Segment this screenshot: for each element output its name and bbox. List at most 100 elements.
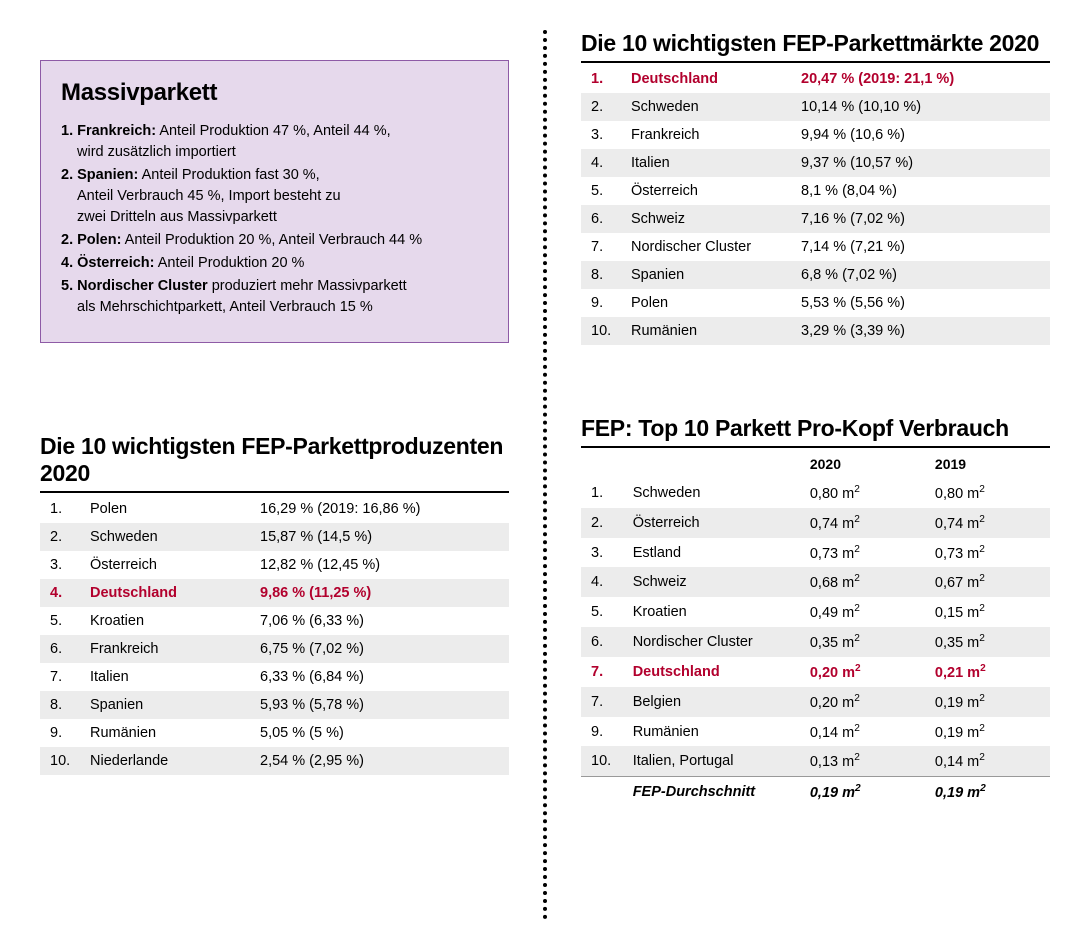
footer-2019: 0,19 m2 <box>925 777 1050 807</box>
rank-cell: 10. <box>581 746 623 776</box>
value-cell: 16,29 % (2019: 16,86 %) <box>250 495 509 523</box>
value-2019-cell: 0,21 m2 <box>925 657 1050 687</box>
massivparkett-item: 5. Nordischer Cluster produziert mehr Ma… <box>61 276 488 318</box>
table-row: 4.Schweiz0,68 m20,67 m2 <box>581 567 1050 597</box>
value-2019-cell: 0,14 m2 <box>925 746 1050 776</box>
value-2020-cell: 0,80 m2 <box>800 478 925 508</box>
value-2020-cell: 0,49 m2 <box>800 597 925 627</box>
value-2019-cell: 0,67 m2 <box>925 567 1050 597</box>
value-2019-cell: 0,80 m2 <box>925 478 1050 508</box>
header-blank <box>581 450 623 478</box>
rank-cell: 2. <box>581 508 623 538</box>
value-cell: 20,47 % (2019: 21,1 %) <box>791 65 1050 93</box>
country-cell: Deutschland <box>623 657 800 687</box>
table-footer-row: FEP-Durchschnitt0,19 m20,19 m2 <box>581 777 1050 807</box>
rank-cell: 3. <box>581 538 623 568</box>
country-cell: Schweden <box>80 523 250 551</box>
country-cell: Italien, Portugal <box>623 746 800 776</box>
value-cell: 2,54 % (2,95 %) <box>250 747 509 775</box>
per-capita-table: 202020191.Schweden0,80 m20,80 m22.Österr… <box>581 450 1050 807</box>
table-row: 3.Estland0,73 m20,73 m2 <box>581 538 1050 568</box>
header-2019: 2019 <box>925 450 1050 478</box>
massivparkett-list: 1. Frankreich: Anteil Produktion 47 %, A… <box>61 121 488 318</box>
markets-title: Die 10 wichtigsten FEP-Parkettmärkte 202… <box>581 30 1050 63</box>
value-2019-cell: 0,19 m2 <box>925 687 1050 717</box>
table-row: 5.Österreich8,1 % (8,04 %) <box>581 177 1050 205</box>
table-row: 9.Rumänien0,14 m20,19 m2 <box>581 717 1050 747</box>
value-cell: 5,05 % (5 %) <box>250 719 509 747</box>
left-column: Massivparkett 1. Frankreich: Anteil Prod… <box>40 30 521 920</box>
table-row: 7.Nordischer Cluster7,14 % (7,21 %) <box>581 233 1050 261</box>
massivparkett-item: 1. Frankreich: Anteil Produktion 47 %, A… <box>61 121 488 163</box>
value-cell: 7,14 % (7,21 %) <box>791 233 1050 261</box>
producers-title: Die 10 wichtigsten FEP-Parkettproduzente… <box>40 433 509 493</box>
rank-cell: 9. <box>581 717 623 747</box>
footer-2020: 0,19 m2 <box>800 777 925 807</box>
table-header-row: 20202019 <box>581 450 1050 478</box>
country-cell: Deutschland <box>80 579 250 607</box>
value-cell: 9,86 % (11,25 %) <box>250 579 509 607</box>
rank-cell: 7. <box>581 233 621 261</box>
rank-cell: 5. <box>581 177 621 205</box>
table-row: 10.Rumänien3,29 % (3,39 %) <box>581 317 1050 345</box>
value-2019-cell: 0,15 m2 <box>925 597 1050 627</box>
value-2020-cell: 0,14 m2 <box>800 717 925 747</box>
value-cell: 3,29 % (3,39 %) <box>791 317 1050 345</box>
massivparkett-item: 2. Spanien: Anteil Produktion fast 30 %,… <box>61 165 488 228</box>
value-cell: 9,94 % (10,6 %) <box>791 121 1050 149</box>
value-2020-cell: 0,35 m2 <box>800 627 925 657</box>
country-cell: Polen <box>621 289 791 317</box>
table-row: 8.Spanien6,8 % (7,02 %) <box>581 261 1050 289</box>
value-cell: 8,1 % (8,04 %) <box>791 177 1050 205</box>
column-divider <box>543 30 547 920</box>
page: Massivparkett 1. Frankreich: Anteil Prod… <box>40 30 1050 920</box>
header-2020: 2020 <box>800 450 925 478</box>
table-row: 5.Kroatien7,06 % (6,33 %) <box>40 607 509 635</box>
country-cell: Kroatien <box>623 597 800 627</box>
rank-cell: 8. <box>40 691 80 719</box>
value-cell: 5,53 % (5,56 %) <box>791 289 1050 317</box>
footer-label: FEP-Durchschnitt <box>623 777 800 807</box>
value-cell: 7,16 % (7,02 %) <box>791 205 1050 233</box>
country-cell: Nordischer Cluster <box>621 233 791 261</box>
country-cell: Schweiz <box>623 567 800 597</box>
rank-cell: 7. <box>581 657 623 687</box>
rank-cell: 1. <box>581 478 623 508</box>
rank-cell: 10. <box>40 747 80 775</box>
country-cell: Belgien <box>623 687 800 717</box>
table-row: 6.Frankreich6,75 % (7,02 %) <box>40 635 509 663</box>
per-capita-title: FEP: Top 10 Parkett Pro-Kopf Verbrauch <box>581 415 1050 448</box>
country-cell: Spanien <box>621 261 791 289</box>
country-cell: Österreich <box>621 177 791 205</box>
value-2020-cell: 0,73 m2 <box>800 538 925 568</box>
country-cell: Spanien <box>80 691 250 719</box>
value-2020-cell: 0,74 m2 <box>800 508 925 538</box>
rank-cell: 4. <box>581 149 621 177</box>
massivparkett-item: 4. Österreich: Anteil Produktion 20 % <box>61 253 488 274</box>
rank-cell: 6. <box>581 627 623 657</box>
table-row: 8.Spanien5,93 % (5,78 %) <box>40 691 509 719</box>
rank-cell: 3. <box>581 121 621 149</box>
spacer <box>40 343 509 433</box>
producers-table: 1.Polen16,29 % (2019: 16,86 %)2.Schweden… <box>40 495 509 775</box>
table-row: 3.Frankreich9,94 % (10,6 %) <box>581 121 1050 149</box>
rank-cell: 7. <box>581 687 623 717</box>
rank-cell: 6. <box>40 635 80 663</box>
country-cell: Österreich <box>623 508 800 538</box>
header-blank <box>623 450 800 478</box>
rank-cell: 2. <box>581 93 621 121</box>
country-cell: Nordischer Cluster <box>623 627 800 657</box>
value-cell: 9,37 % (10,57 %) <box>791 149 1050 177</box>
rank-cell: 6. <box>581 205 621 233</box>
value-2019-cell: 0,73 m2 <box>925 538 1050 568</box>
table-row: 7.Italien6,33 % (6,84 %) <box>40 663 509 691</box>
rank-cell: 2. <box>40 523 80 551</box>
value-2020-cell: 0,13 m2 <box>800 746 925 776</box>
country-cell: Rumänien <box>80 719 250 747</box>
rank-cell: 1. <box>40 495 80 523</box>
value-cell: 6,33 % (6,84 %) <box>250 663 509 691</box>
rank-cell: 9. <box>40 719 80 747</box>
value-cell: 15,87 % (14,5 %) <box>250 523 509 551</box>
table-row: 3.Österreich12,82 % (12,45 %) <box>40 551 509 579</box>
table-row: 1.Schweden0,80 m20,80 m2 <box>581 478 1050 508</box>
